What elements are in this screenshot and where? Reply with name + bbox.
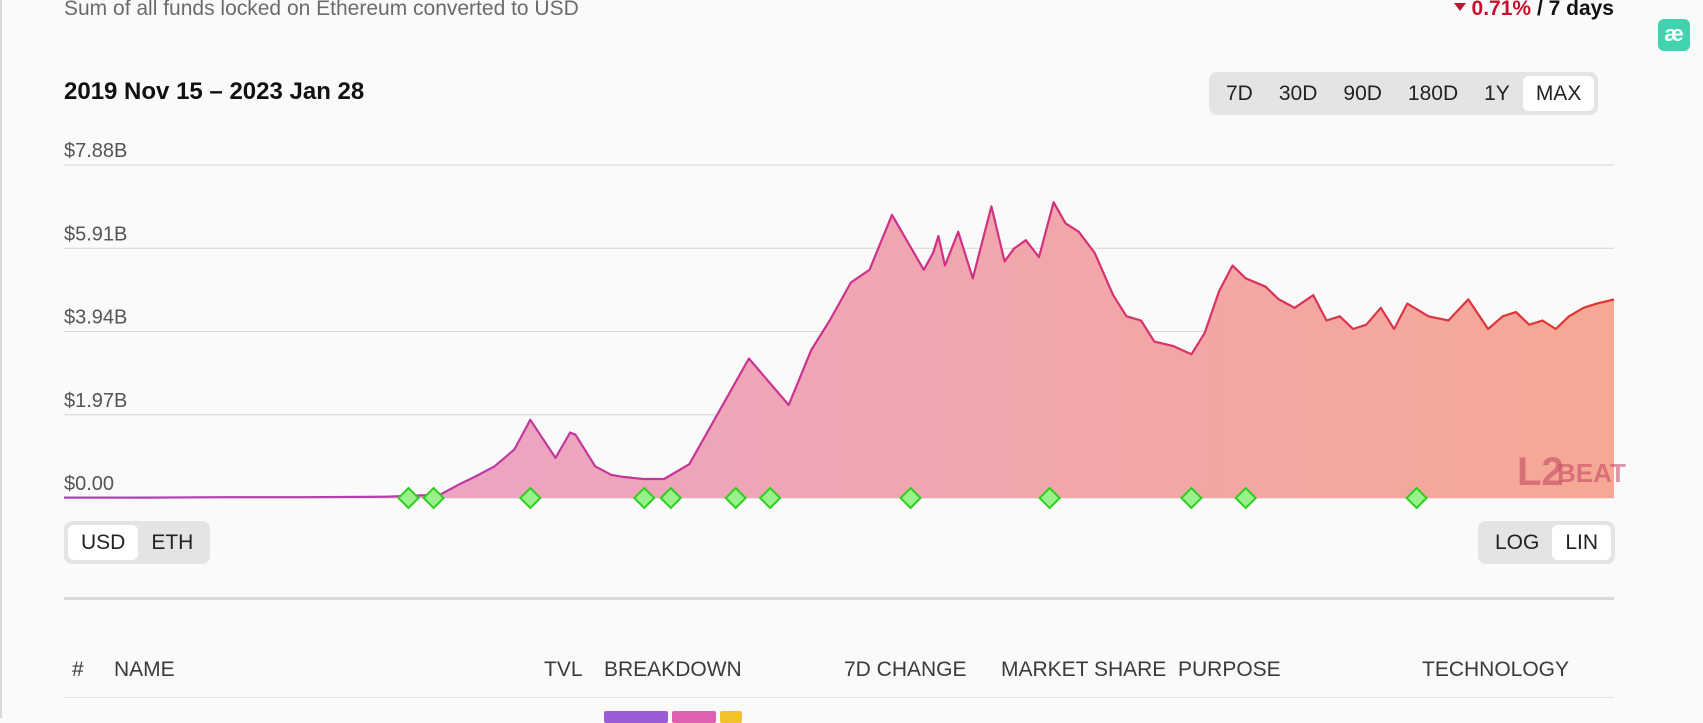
event-markers bbox=[397, 486, 1429, 510]
scale-option-lin[interactable]: LIN bbox=[1552, 525, 1612, 560]
scale-option-log[interactable]: LOG bbox=[1495, 530, 1540, 554]
breakdown-bar-segment bbox=[672, 711, 716, 723]
scale-selector: LOG LIN bbox=[1478, 521, 1616, 564]
range-option-1y[interactable]: 1Y bbox=[1484, 81, 1510, 105]
tvl-line bbox=[64, 201, 1615, 499]
column-name[interactable]: NAME bbox=[114, 658, 175, 681]
breakdown-bar-segment bbox=[720, 711, 742, 723]
table-header-underline bbox=[64, 697, 1614, 698]
range-option-7d[interactable]: 7D bbox=[1226, 81, 1253, 105]
event-marker[interactable] bbox=[422, 486, 446, 510]
date-range: 2019 Nov 15 – 2023 Jan 28 bbox=[64, 78, 365, 105]
event-marker[interactable] bbox=[899, 486, 922, 510]
y-tick-label: $3.94B bbox=[64, 307, 127, 329]
projects-table-header: # NAME TVL BREAKDOWN 7D CHANGE MARKET SH… bbox=[0, 658, 1703, 688]
window-left-edge bbox=[0, 0, 2, 718]
column-purpose: PURPOSE bbox=[1178, 658, 1281, 681]
breakdown-bar-segment bbox=[604, 711, 668, 723]
event-marker[interactable] bbox=[1405, 486, 1429, 510]
event-marker[interactable] bbox=[758, 486, 782, 510]
unit-option-eth[interactable]: ETH bbox=[151, 530, 194, 554]
change-period: / 7 days bbox=[1536, 0, 1614, 20]
y-tick-label: $7.88B bbox=[64, 140, 127, 162]
tvl-chart: $0.00 $1.97B $3.94B $5.91B $7.88B L2 BEAT bbox=[64, 140, 1626, 510]
column-tvl[interactable]: TVL bbox=[544, 658, 583, 681]
range-option-30d[interactable]: 30D bbox=[1278, 81, 1318, 105]
column-technology: TECHNOLOGY bbox=[1422, 658, 1570, 681]
column-market-share[interactable]: MARKET SHARE bbox=[1001, 658, 1167, 681]
l2beat-watermark: L2 BEAT bbox=[1517, 450, 1626, 494]
event-marker[interactable] bbox=[1038, 486, 1062, 510]
event-marker[interactable] bbox=[1179, 486, 1203, 510]
event-marker[interactable] bbox=[1234, 486, 1258, 510]
event-marker[interactable] bbox=[724, 486, 748, 510]
column-7d-change[interactable]: 7D CHANGE bbox=[844, 658, 967, 681]
watermark-text: BEAT bbox=[1557, 458, 1626, 488]
down-arrow-icon bbox=[1453, 3, 1466, 12]
event-marker[interactable] bbox=[659, 486, 683, 510]
range-option-max[interactable]: MAX bbox=[1522, 76, 1595, 111]
event-marker[interactable] bbox=[518, 486, 542, 510]
column-breakdown: BREAKDOWN bbox=[604, 658, 742, 681]
watermark-number: L2 bbox=[1517, 450, 1564, 494]
y-tick-label: $0.00 bbox=[64, 473, 114, 495]
event-marker[interactable] bbox=[397, 486, 420, 510]
time-range-selector: 7D 30D 90D 180D 1Y MAX bbox=[1209, 72, 1599, 115]
unit-selector: USD ETH bbox=[64, 521, 211, 564]
change-value: 0.71% bbox=[1471, 0, 1532, 20]
section-divider bbox=[64, 597, 1614, 600]
range-option-90d[interactable]: 90D bbox=[1343, 81, 1382, 105]
chart-subtitle: Sum of all funds locked on Ethereum conv… bbox=[64, 0, 579, 20]
extension-icon[interactable]: æ bbox=[1658, 19, 1690, 51]
tvl-area bbox=[64, 202, 1614, 498]
y-axis-ticks: $0.00 $1.97B $3.94B $5.91B $7.88B bbox=[64, 140, 127, 495]
y-tick-label: $1.97B bbox=[64, 390, 127, 412]
tvl-change-7d: 0.71% / 7 days bbox=[1453, 0, 1614, 21]
event-marker[interactable] bbox=[632, 486, 656, 510]
column-rank: # bbox=[72, 658, 84, 681]
y-tick-label: $5.91B bbox=[64, 223, 127, 245]
range-option-180d[interactable]: 180D bbox=[1407, 81, 1459, 105]
unit-option-usd[interactable]: USD bbox=[68, 525, 139, 560]
